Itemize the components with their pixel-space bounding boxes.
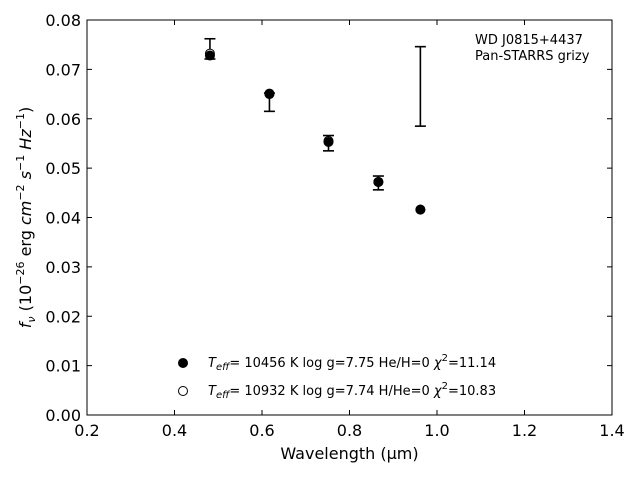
y-tick-label: 0.01: [45, 357, 81, 376]
x-axis-title: Wavelength (μm): [280, 444, 418, 463]
filled-model-point: [415, 204, 426, 215]
legend-label-1-chi: χ: [433, 356, 443, 371]
x-tick-label: 0.6: [249, 421, 274, 440]
x-tick-label: 1.4: [599, 421, 624, 440]
y-tick-label: 0.06: [45, 110, 81, 129]
y-tick-label: 0.04: [45, 209, 81, 228]
y-label-f: f: [16, 320, 35, 328]
y-label-exp: −2: [14, 184, 27, 200]
legend-label-1-t: T: [208, 356, 217, 371]
legend-label-2-sup: 2: [442, 381, 448, 392]
y-tick-label: 0.00: [45, 406, 81, 425]
legend-label-2: Teff= 10932 K log g=7.74 H/He=0 χ2=10.83: [208, 381, 496, 401]
legend-label-2-chi: χ: [433, 384, 443, 399]
legend-label-2-val: =10.83: [448, 384, 496, 399]
legend-label-2-params: = 10932 K log g=7.74 H/He=0: [229, 384, 434, 399]
y-tick-label: 0.08: [45, 11, 81, 30]
filled-model-point: [323, 136, 334, 147]
y-tick-label: 0.02: [45, 307, 81, 326]
legend-label-1-params: = 10456 K log g=7.75 He/H=0: [229, 356, 434, 371]
y-tick-label: 0.07: [45, 60, 81, 79]
error-bars: [204, 37, 426, 191]
legend-label-1-sup: 2: [442, 353, 448, 364]
data-points: [204, 48, 426, 215]
x-tick-label: 0.4: [162, 421, 187, 440]
filled-model-point: [264, 89, 275, 100]
y-label-exp: −1: [14, 113, 27, 129]
annotation-line-2: Pan-STARRS grizy: [475, 49, 590, 64]
legend-label-1-sub: eff: [216, 362, 231, 373]
axis-ticks: 0.2 0.4 0.6 0.8 1.0 1.2 1.4 0.00 0.01 0.02 0.03 0.0…: [45, 11, 624, 440]
filled-model-point: [204, 50, 215, 61]
legend: Teff= 10456 K log g=7.75 He/H=0 χ2=11.14…: [178, 353, 496, 401]
legend-label-1-val: =11.14: [448, 356, 496, 371]
legend-marker-open: [178, 386, 188, 396]
x-tick-label: 1.0: [424, 421, 449, 440]
y-tick-label: 0.03: [45, 258, 81, 277]
legend-marker-filled: [178, 358, 188, 368]
y-label-nu: ν: [25, 316, 38, 322]
y-label-s: s: [16, 171, 35, 179]
y-tick-label: 0.05: [45, 159, 81, 178]
legend-label-1: Teff= 10456 K log g=7.75 He/H=0 χ2=11.14: [208, 353, 496, 373]
annotation-line-1: WD J0815+4437: [475, 33, 583, 48]
x-tick-label: 0.8: [337, 421, 362, 440]
legend-label-2-t: T: [208, 384, 217, 399]
y-label-part: ): [16, 107, 35, 113]
y-label-part: erg: [16, 225, 35, 261]
x-tick-label: 0.2: [74, 421, 99, 440]
y-label-exp: −1: [14, 155, 27, 171]
y-label-part: (10: [16, 285, 35, 317]
x-tick-label: 1.2: [512, 421, 537, 440]
filled-model-point: [373, 176, 384, 187]
y-axis-title: fν (10−26 erg cm−2 s−1 Hz−1): [14, 107, 38, 328]
y-label-exp: −26: [14, 262, 27, 285]
legend-label-2-sub: eff: [216, 390, 231, 401]
y-label-cm: cm: [16, 201, 35, 225]
y-label-hz: Hz: [16, 129, 35, 150]
